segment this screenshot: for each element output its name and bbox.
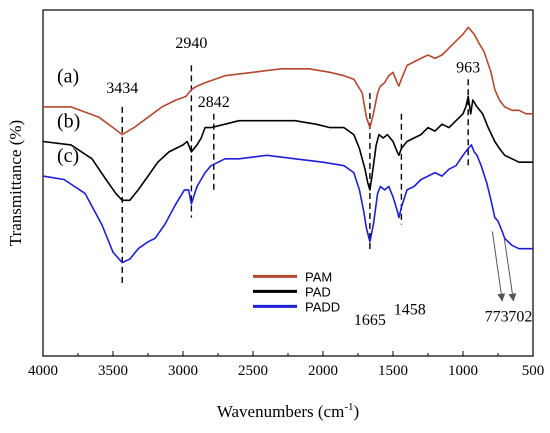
series-line-padd	[42, 144, 533, 264]
x-tick-label: 500	[522, 363, 545, 379]
series-line-pam	[43, 26, 533, 136]
x-axis-title-end: )	[354, 402, 360, 421]
peak-label: 2940	[175, 35, 207, 52]
trace-labels: (a) (b) (c)	[57, 66, 80, 168]
arrow-label: 773	[485, 308, 509, 325]
x-tick-label: 1500	[378, 363, 408, 379]
trace-label: (b)	[57, 111, 80, 133]
peak-label: 1665	[354, 312, 386, 329]
legend-label-padd: PADD	[305, 299, 340, 314]
peak-markers	[121, 65, 469, 287]
y-axis-title: Transmittance (%)	[6, 120, 25, 246]
x-axis-title: Wavenumbers (cm-1)	[217, 401, 359, 421]
series-line-pad	[42, 95, 533, 202]
x-axis-title-main: Wavenumbers (cm	[217, 402, 345, 421]
x-tick-label: 3500	[98, 363, 128, 379]
annotation-arrow	[503, 238, 517, 302]
x-tick-label: 4000	[28, 363, 58, 379]
peak-label: 2842	[198, 94, 230, 111]
x-tick-label: 2500	[238, 363, 268, 379]
x-tick-label: 2000	[308, 363, 338, 379]
legend-label-pad: PAD	[305, 284, 331, 299]
series-lines	[42, 26, 533, 264]
peak-label: 3434	[106, 80, 138, 97]
trace-label: (a)	[57, 66, 79, 88]
peak-label: 963	[456, 59, 480, 76]
peak-label: 1458	[394, 301, 426, 318]
annotation-arrow	[491, 231, 506, 302]
legend-label-pam: PAM	[305, 269, 332, 284]
x-tick-label: 1000	[448, 363, 478, 379]
annotation-arrows	[491, 231, 517, 302]
arrow-label: 702	[508, 308, 532, 325]
peak-annotations: 3434 2940 2842 1665 1458 963 773 702	[106, 35, 532, 329]
x-axis-title-sup: -1	[344, 401, 353, 413]
x-tick-label: 3000	[168, 363, 198, 379]
trace-label: (c)	[57, 145, 79, 167]
x-axis-ticks: 4000 3500 3000 2500 2000 1500 1000 500	[28, 351, 544, 379]
